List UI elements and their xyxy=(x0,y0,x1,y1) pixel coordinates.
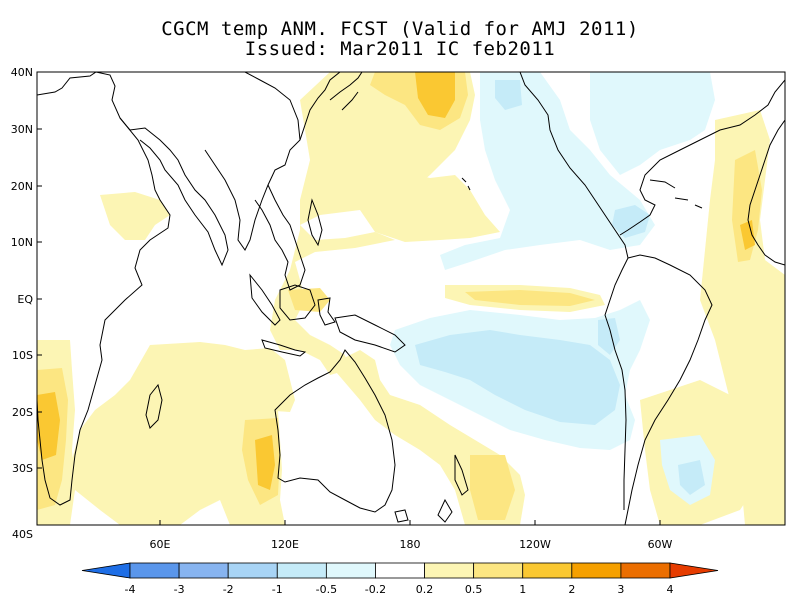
coast-borneo xyxy=(279,284,316,321)
warm-peak-africa-west xyxy=(37,392,60,460)
coast-australia xyxy=(274,349,396,513)
lat-label-40n: 40N xyxy=(11,66,33,79)
coast-java xyxy=(261,339,307,357)
colorbar-label: 3 xyxy=(617,583,624,596)
colorbar-box xyxy=(227,562,278,579)
warm-region-atlantic-east xyxy=(700,110,785,525)
colorbar-box xyxy=(178,562,229,579)
coast-new-guinea xyxy=(334,314,406,353)
lon-label-60w: 60W xyxy=(648,538,673,551)
title-line-2: Issued: Mar2011 IC feb2011 xyxy=(244,38,556,60)
colorbar-label: -3 xyxy=(174,583,185,596)
warm-peak-australia-west xyxy=(255,435,275,490)
coast-arabia-india xyxy=(119,117,229,267)
cool-region-sa-core xyxy=(678,460,705,495)
coast-japan xyxy=(329,72,363,111)
coast-tasmania xyxy=(394,509,409,523)
coast-north-america-east xyxy=(619,79,785,236)
coast-new-zealand xyxy=(437,454,469,523)
warm-core-se-pacific xyxy=(470,455,515,520)
cool-region-peru xyxy=(598,318,620,355)
colorbar-box xyxy=(620,562,671,579)
colorbar-box xyxy=(325,562,376,579)
coast-caribbean xyxy=(649,179,703,209)
colorbar-box xyxy=(375,562,425,579)
colorbar-box xyxy=(276,562,327,579)
colorbar-label: 2 xyxy=(568,583,575,596)
coast-south-america xyxy=(604,254,713,525)
coast-madagascar xyxy=(145,383,163,429)
lat-label-30n: 30N xyxy=(11,123,33,136)
coast-philippines xyxy=(307,198,323,247)
lon-label-120w: 120W xyxy=(519,538,551,551)
colorbar-label: -0.5 xyxy=(316,583,337,596)
anomaly-shading xyxy=(37,72,785,525)
colorbar-label: -2 xyxy=(223,583,234,596)
colorbar-arrow-low xyxy=(81,562,131,579)
cool-region-gulf xyxy=(612,205,650,238)
title-line-1: CGCM temp ANM. FCST (Valid for AMJ 2011) xyxy=(161,18,639,40)
colorbar-label: -4 xyxy=(125,583,136,596)
coast-africa-asia xyxy=(37,72,171,506)
coast-sumatra xyxy=(249,273,281,326)
lon-ticks xyxy=(159,520,661,525)
lat-label-40s: 40S xyxy=(12,528,33,541)
colorbar-label: 0.2 xyxy=(416,583,434,596)
cool-region-npac-small xyxy=(495,80,522,110)
warm-peak-atl-east xyxy=(740,220,755,250)
colorbar: -4 -3 -2 -1 -0.5 -0.2 0.2 0.5 1 2 3 4 xyxy=(81,562,719,596)
colorbar-label: -0.2 xyxy=(365,583,386,596)
coast-africa-west xyxy=(747,119,785,266)
coastlines xyxy=(37,72,785,525)
coast-se-asia xyxy=(254,184,306,291)
colorbar-box xyxy=(571,562,622,579)
colorbar-box xyxy=(129,562,180,579)
coast-china-coast xyxy=(299,72,341,141)
warm-peak-nw-pacific xyxy=(415,72,455,118)
warm-region-pacific-north xyxy=(360,172,500,242)
lat-label-10n: 10N xyxy=(11,236,33,249)
colorbar-label: 0.5 xyxy=(465,583,483,596)
colorbar-arrow-high xyxy=(669,562,719,579)
warm-core-eq-band xyxy=(465,290,595,306)
warm-region-nw-pacific xyxy=(270,72,475,375)
warm-core-atl-east xyxy=(732,150,762,262)
lon-label-120e: 120E xyxy=(271,538,299,551)
lat-label-20s: 20S xyxy=(12,406,33,419)
colorbar-box xyxy=(424,562,475,579)
lat-ticks xyxy=(37,71,42,526)
colorbar-label: 4 xyxy=(667,583,674,596)
lat-label-10s: 10S xyxy=(12,349,33,362)
colorbar-label: -1 xyxy=(272,583,283,596)
lat-label-20n: 20N xyxy=(11,180,33,193)
cool-region-nw-pacific xyxy=(440,72,655,270)
warm-core-indonesia xyxy=(288,288,330,312)
colorbar-label: 1 xyxy=(519,583,526,596)
coast-sulawesi xyxy=(317,297,336,326)
cool-region-north-atlantic xyxy=(590,72,715,175)
lon-label-60e: 60E xyxy=(150,538,171,551)
colorbar-box xyxy=(522,562,573,579)
coast-hawaii xyxy=(461,177,471,191)
lat-label-eq: EQ xyxy=(17,293,33,306)
colorbar-box xyxy=(473,562,524,579)
lon-label-180: 180 xyxy=(400,538,421,551)
coast-north-america-west xyxy=(519,72,629,259)
lat-label-30s: 30S xyxy=(12,462,33,475)
warm-region-arabian xyxy=(100,192,170,240)
coast-india xyxy=(204,72,301,251)
cool-region-east-pacific-core xyxy=(415,330,620,425)
